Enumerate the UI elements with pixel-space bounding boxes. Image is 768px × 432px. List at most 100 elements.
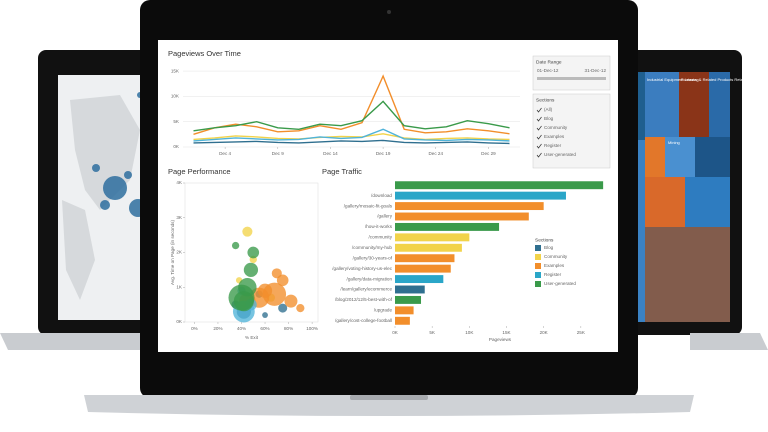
x-tick-label: 20K bbox=[540, 330, 549, 335]
bar bbox=[395, 243, 462, 252]
x-tick-label: 100% bbox=[306, 326, 318, 331]
section-option[interactable]: Examples bbox=[544, 134, 565, 139]
bar bbox=[395, 233, 470, 242]
series-line bbox=[193, 128, 510, 142]
bubble bbox=[271, 268, 282, 279]
category-label: /upgrade bbox=[374, 308, 393, 313]
legend-swatch bbox=[535, 272, 541, 278]
base-notch bbox=[350, 395, 428, 400]
y-tick-label: 2K bbox=[176, 250, 183, 255]
bar bbox=[395, 254, 455, 263]
bubble bbox=[262, 312, 268, 318]
y-tick-label: 5K bbox=[173, 119, 180, 124]
section-option[interactable]: User-generated bbox=[544, 152, 576, 157]
section-option[interactable]: Register bbox=[544, 143, 562, 148]
legend-label: User-generated bbox=[544, 281, 576, 286]
left-laptop-base bbox=[0, 333, 170, 350]
y-tick-label: 15K bbox=[171, 68, 180, 73]
series-line bbox=[193, 133, 510, 141]
legend-label: Blog bbox=[544, 245, 554, 250]
x-tick-label: 10K bbox=[465, 330, 474, 335]
legend-swatch bbox=[535, 245, 541, 251]
legend-label: Community bbox=[544, 254, 568, 259]
category-label: /how-it-works bbox=[365, 224, 393, 229]
x-tick-label: Dec 24 bbox=[428, 151, 443, 156]
chart-title: Page Performance bbox=[168, 167, 231, 176]
x-axis-title: Pageviews bbox=[489, 337, 512, 342]
category-label: /blog/2012/12/5-best-with-of bbox=[335, 297, 393, 302]
category-label: /gallery/cost-college-football bbox=[335, 318, 392, 323]
section-option[interactable]: Community bbox=[544, 125, 568, 130]
y-tick-label: 3K bbox=[176, 215, 183, 220]
y-tick-label: 10K bbox=[171, 94, 180, 99]
y-tick-label: 0K bbox=[176, 319, 183, 324]
category-label: /learn/gallery/ecommerce bbox=[340, 287, 392, 292]
bubble bbox=[284, 294, 298, 308]
filter-title: Date Range bbox=[536, 59, 562, 65]
bar bbox=[395, 306, 414, 315]
checkbox[interactable] bbox=[536, 134, 542, 140]
treemap-label: Industrial Equipment Leasing bbox=[647, 77, 699, 82]
legend-swatch bbox=[535, 254, 541, 260]
legend-swatch bbox=[535, 281, 541, 287]
bubble bbox=[296, 303, 305, 313]
center-laptop-base bbox=[84, 395, 694, 416]
bar bbox=[395, 181, 604, 190]
bubble bbox=[242, 226, 253, 237]
x-tick-label: Dec 9 bbox=[272, 151, 284, 156]
category-label: /gallery bbox=[377, 214, 393, 219]
legend-label: Register bbox=[544, 272, 562, 277]
legend-label: Examples bbox=[544, 263, 565, 268]
checkbox[interactable] bbox=[536, 107, 542, 113]
category-label: /gallery/voting-history-us-elec bbox=[332, 266, 392, 271]
bar bbox=[395, 191, 566, 200]
series-line bbox=[193, 74, 510, 135]
category-label: /gallery/data-migration bbox=[347, 276, 393, 281]
bubble bbox=[231, 241, 240, 250]
treemap-label: Mining bbox=[668, 140, 680, 145]
y-tick-label: 0K bbox=[173, 144, 180, 149]
treemap-label: Footwear & Related Products Retail bbox=[681, 77, 745, 82]
x-tick-label: 25K bbox=[577, 330, 586, 335]
x-tick-label: 20% bbox=[213, 326, 222, 331]
section-option[interactable]: (All) bbox=[544, 107, 553, 112]
bar bbox=[395, 212, 529, 221]
date-end: 31-Dec-12 bbox=[585, 68, 607, 73]
dashboard: Pageviews Over Time 0K 5K 10K 15K Dec 4 Dec 9 D… bbox=[168, 49, 745, 342]
x-tick-label: 40% bbox=[237, 326, 246, 331]
series-line bbox=[193, 100, 510, 132]
bubble bbox=[233, 291, 254, 312]
right-laptop-base bbox=[690, 333, 768, 350]
category-label: /gallery/30-years-of bbox=[353, 255, 393, 260]
x-tick-label: Dec 4 bbox=[219, 151, 231, 156]
date-slider[interactable] bbox=[537, 77, 606, 80]
x-tick-label: Dec 14 bbox=[323, 151, 338, 156]
checkbox[interactable] bbox=[536, 143, 542, 149]
bar bbox=[395, 285, 425, 294]
date-range-panel[interactable] bbox=[532, 55, 611, 91]
bar bbox=[395, 295, 422, 304]
category-label: /community bbox=[369, 235, 393, 240]
category-label: /gallery/mosaic-fit-goals bbox=[344, 203, 393, 208]
x-tick-label: 0% bbox=[191, 326, 198, 331]
checkbox[interactable] bbox=[536, 125, 542, 131]
x-tick-label: 15K bbox=[502, 330, 511, 335]
x-tick-label: Dec 29 bbox=[481, 151, 496, 156]
section-option[interactable]: Blog bbox=[544, 116, 554, 121]
camera bbox=[387, 10, 391, 14]
chart-title: Page Traffic bbox=[322, 167, 362, 176]
series-line bbox=[193, 139, 510, 145]
map-land bbox=[62, 200, 95, 300]
bar bbox=[395, 316, 410, 325]
checkbox[interactable] bbox=[536, 116, 542, 122]
sections-panel[interactable] bbox=[532, 93, 611, 169]
legend-title: Sections bbox=[535, 237, 554, 243]
bar bbox=[395, 264, 451, 273]
filter-title: Sections bbox=[536, 97, 555, 103]
x-tick-label: 60% bbox=[260, 326, 269, 331]
y-tick-label: 1K bbox=[176, 284, 183, 289]
date-start: 01-Dec-12 bbox=[537, 68, 559, 73]
checkbox[interactable] bbox=[536, 152, 542, 158]
bubble bbox=[243, 262, 259, 277]
